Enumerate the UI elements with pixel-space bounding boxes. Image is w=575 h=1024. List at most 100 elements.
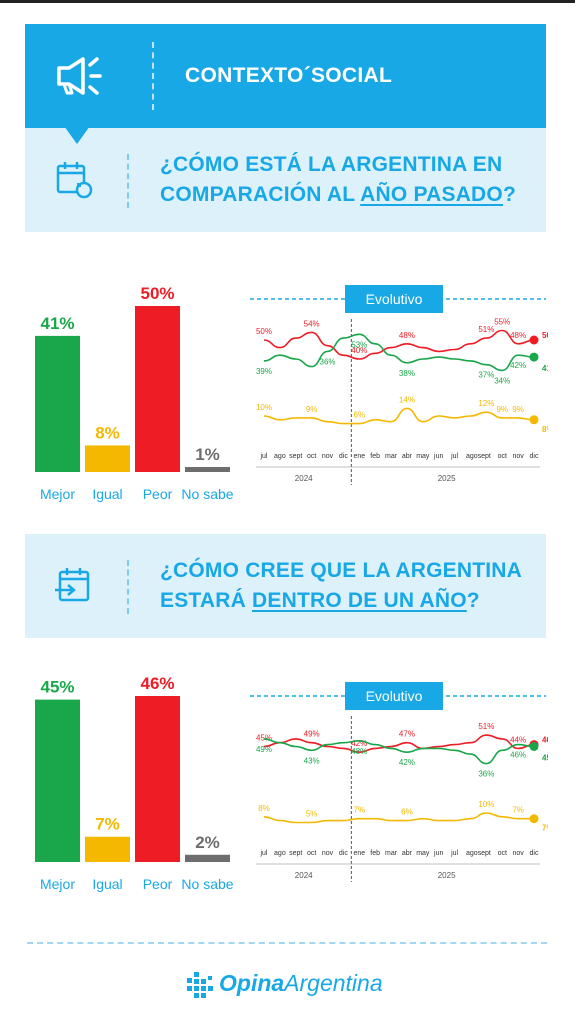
divider: [127, 154, 129, 208]
data-label: 51%: [478, 722, 494, 731]
data-label: 12%: [478, 399, 494, 408]
question-2-emphasis: DENTRO DE UN AÑO: [252, 589, 467, 612]
data-label: 44%: [510, 735, 526, 744]
series-line-1: [263, 738, 535, 765]
bar-value-label: 8%: [95, 423, 120, 442]
bar-category-label: No sabe: [181, 876, 233, 892]
megaphone-icon: [57, 57, 102, 95]
top-border: [0, 0, 575, 3]
bar-category-label: Igual: [92, 486, 122, 502]
x-tick-label: mar: [385, 850, 398, 857]
question-2-line1: ¿CÓMO CREE QUE LA ARGENTINA: [160, 559, 523, 582]
question-2-mark: ?: [466, 589, 480, 612]
bar-category-label: Mejor: [40, 486, 75, 502]
year-label: 2024: [295, 474, 313, 483]
bar-no-sabe: [185, 467, 230, 472]
data-label: 54%: [304, 319, 320, 328]
x-tick-label: ene: [353, 850, 365, 857]
bar-value-label: 2%: [195, 833, 220, 852]
question-1-panel: ¿CÓMO ESTÁ LA ARGENTINA EN COMPARACIÓN A…: [25, 128, 546, 232]
data-label: 46%: [510, 751, 526, 760]
x-tick-label: oct: [307, 850, 316, 857]
bar-value-label: 41%: [40, 314, 74, 333]
data-label: 7%: [354, 806, 366, 815]
series-line-0: [263, 329, 535, 360]
data-label: 9%: [306, 405, 318, 414]
x-tick-label: dic: [339, 850, 348, 857]
x-tick-label: abr: [402, 453, 413, 460]
question-2-text: ¿CÓMO CREE QUE LA ARGENTINA ESTARÁ DENTR…: [160, 556, 522, 616]
x-tick-label: abr: [402, 850, 413, 857]
data-label: 7%: [512, 806, 524, 815]
series-line-0: [263, 734, 535, 754]
bar-no-sabe: [185, 854, 230, 862]
x-tick-label: jun: [433, 850, 443, 857]
x-tick-label: mar: [385, 453, 398, 460]
data-label: 10%: [478, 800, 494, 809]
bar-category-label: Peor: [143, 486, 173, 502]
section-title: CONTEXTO´SOCIAL: [185, 64, 393, 87]
line-chart-1: Evolutivo50%54%40%48%51%55%48%50%39%36%5…: [250, 285, 548, 485]
data-label: 46%: [542, 736, 548, 745]
banner-pointer: [64, 126, 90, 144]
series-line-2: [263, 812, 534, 824]
data-label: 45%: [256, 734, 272, 743]
bar-value-label: 50%: [140, 284, 174, 303]
data-label: 45%: [542, 754, 548, 763]
year-label: 2025: [438, 474, 456, 483]
data-label: 9%: [496, 405, 508, 414]
series-end-marker: [529, 742, 539, 751]
data-label: 6%: [354, 411, 366, 420]
bar-value-label: 7%: [95, 815, 120, 834]
data-label: 42%: [510, 361, 526, 370]
x-tick-label: jun: [433, 453, 443, 460]
bar-igual: [85, 836, 130, 862]
x-tick-label: ene: [353, 453, 365, 460]
bar-value-label: 46%: [140, 674, 174, 693]
line-chart-2: Evolutivo45%49%42%47%51%44%46%49%43%48%4…: [250, 682, 548, 882]
data-label: 42%: [399, 758, 415, 767]
logo-text: OpinaArgentina: [219, 970, 383, 997]
x-tick-label: sept: [289, 453, 302, 460]
evolutivo-title: Evolutivo: [366, 291, 423, 307]
divider: [127, 560, 129, 614]
data-label: 37%: [478, 371, 494, 380]
series-line-1: [263, 333, 535, 372]
brand-logo: OpinaArgentina: [185, 966, 405, 1004]
grid-logo-icon: [187, 972, 213, 998]
bar-category-label: Igual: [92, 876, 122, 892]
x-tick-label: feb: [370, 850, 380, 857]
data-label: 38%: [399, 369, 415, 378]
x-tick-label: agosept: [466, 850, 491, 857]
x-tick-label: may: [416, 850, 430, 857]
bar-category-label: Mejor: [40, 876, 75, 892]
bar-peor: [135, 696, 180, 862]
header-banner: CONTEXTO´SOCIAL: [25, 24, 546, 128]
series-end-marker: [529, 415, 539, 425]
question-1-line1: ¿CÓMO ESTÁ LA ARGENTINA EN: [160, 153, 503, 176]
bar-category-label: Peor: [143, 876, 173, 892]
question-1-text: ¿CÓMO ESTÁ LA ARGENTINA EN COMPARACIÓN A…: [160, 150, 516, 210]
evolutivo-title-box: [345, 682, 443, 710]
x-tick-label: may: [416, 453, 430, 460]
x-tick-label: jul: [450, 453, 458, 460]
data-label: 6%: [401, 808, 413, 817]
x-tick-label: nov: [512, 453, 524, 460]
x-tick-label: sept: [289, 850, 302, 857]
question-1-mark: ?: [502, 183, 516, 206]
x-tick-label: jul: [259, 850, 267, 857]
footer-divider: [27, 942, 547, 944]
question-2-line2-start: ESTARÁ: [160, 589, 253, 612]
logo-text-regular: Argentina: [284, 970, 383, 996]
data-label: 42%: [351, 739, 367, 748]
divider: [152, 42, 154, 110]
data-label: 8%: [542, 425, 548, 434]
bar-value-label: 45%: [40, 678, 74, 697]
data-label: 43%: [304, 756, 320, 765]
data-label: 50%: [256, 327, 272, 336]
question-1-emphasis: AÑO PASADO: [360, 183, 503, 206]
data-label: 7%: [542, 824, 548, 833]
data-label: 55%: [494, 318, 510, 327]
data-label: 50%: [542, 331, 548, 340]
data-label: 48%: [510, 331, 526, 340]
